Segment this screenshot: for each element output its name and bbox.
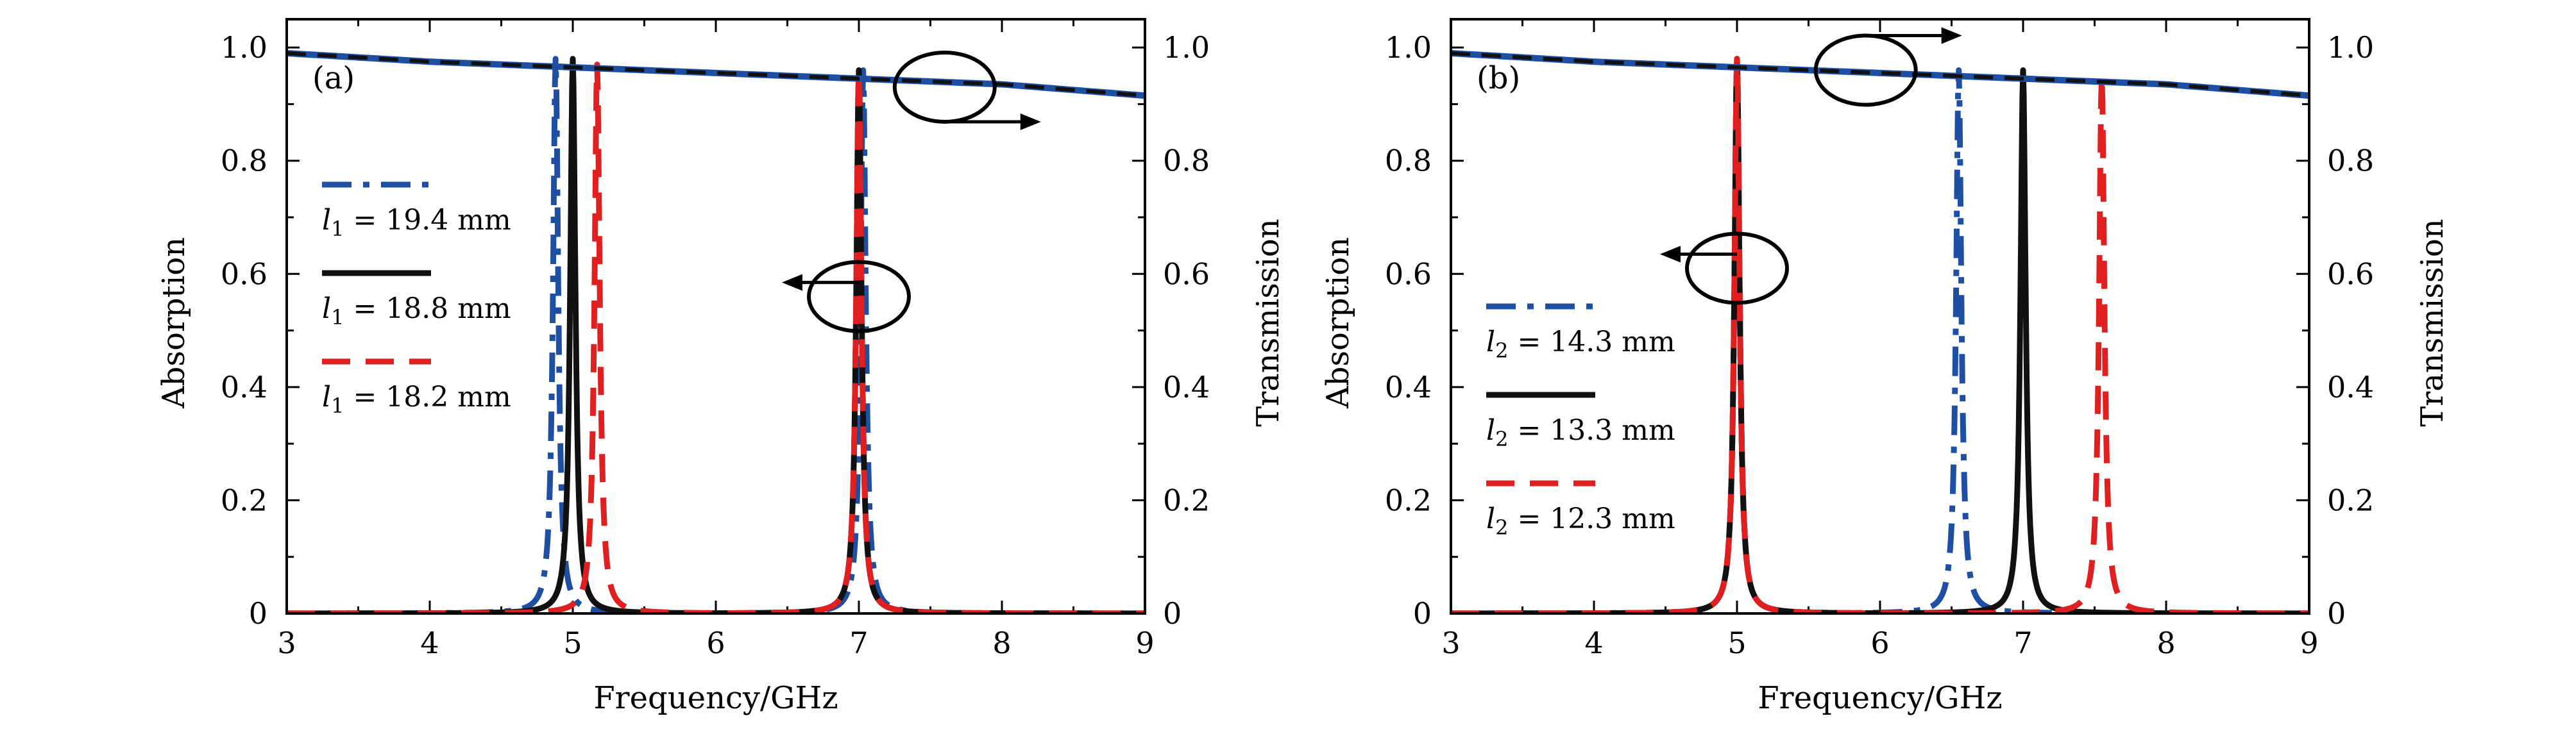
legend-var: l (1486, 414, 1495, 447)
y-axis-title-right: Transmission (1250, 219, 1286, 426)
absorption-series-3 (288, 62, 1144, 612)
panel-label: (b) (1477, 60, 1520, 96)
arrow-head-left (1660, 246, 1681, 263)
legend-label-2: l2 = 13.3 mm (1486, 414, 1675, 451)
legend-subscript: 1 (331, 305, 344, 329)
x-tick-label: 9 (2300, 626, 2318, 660)
y-tick-label: 0.4 (221, 370, 267, 404)
y-tick-label: 0.2 (221, 483, 267, 517)
y-axis-title: Absorption (156, 237, 192, 409)
legend-label-2: l1 = 18.8 mm (322, 292, 511, 329)
legend-value: = 19.4 mm (353, 204, 511, 237)
y-axis-title: Absorption (1320, 237, 1356, 409)
annotation-ellipse-2 (807, 260, 911, 333)
plot-area (1452, 50, 2308, 612)
y-tick-label: 0.8 (1385, 144, 1432, 178)
x-tick-label: 6 (1870, 626, 1889, 660)
legend-value: = 18.8 mm (353, 292, 511, 325)
y-tick-label: 0 (1413, 596, 1432, 631)
y-tick-label: 0.6 (221, 256, 267, 291)
x-tick-label: 3 (277, 626, 296, 660)
legend-label-3: l2 = 12.3 mm (1486, 503, 1675, 540)
y-tick-label: 1.0 (1385, 30, 1432, 65)
x-tick-label: 6 (706, 626, 725, 660)
y-tick-label-right: 0.8 (2327, 144, 2374, 178)
legend-subscript: 2 (1495, 338, 1508, 363)
legend-label-3: l1 = 18.2 mm (322, 381, 511, 418)
legend-var: l (1486, 503, 1495, 535)
x-tick-label: 4 (420, 626, 439, 660)
x-axis-title: Frequency/GHz (1758, 680, 2002, 716)
y-tick-label-right: 0.4 (1163, 370, 1210, 404)
y-tick-label: 0.4 (1385, 370, 1432, 404)
legend-value: = 14.3 mm (1517, 326, 1675, 358)
y-tick-label-right: 0.2 (2327, 483, 2374, 517)
legend-var: l (1486, 326, 1495, 358)
panel-a: 3 4 5 6 7 8 90 00.2 0.20.4 0.40.6 0.60.8 0.81.0 1.0F… (156, 18, 1286, 716)
y-tick-label: 0 (249, 596, 267, 631)
x-tick-label: 3 (1441, 626, 1460, 660)
absorption-series-1 (288, 56, 1144, 612)
legend-value: = 13.3 mm (1517, 414, 1675, 447)
x-tick-label: 8 (992, 626, 1011, 660)
arrow-head-right (1941, 27, 1962, 44)
x-tick-label: 8 (2157, 626, 2175, 660)
panel-b: 3 4 5 6 7 8 90 00.2 0.20.4 0.40.6 0.60.8 0.81.0 1.0F… (1320, 18, 2450, 716)
arrow-head-left (782, 274, 802, 291)
plot-area (288, 50, 1144, 612)
y-tick-label: 0.8 (221, 144, 267, 178)
y-tick-label-right: 0 (1163, 596, 1182, 631)
y-tick-label-right: 0.6 (1163, 256, 1210, 291)
transmission-series-2 (288, 51, 1144, 98)
annotation-ellipse-2 (1685, 231, 1789, 305)
transmission-series-2 (1452, 51, 2308, 98)
annotation-ellipse-1 (892, 50, 997, 124)
absorption-series-2 (288, 56, 1144, 612)
legend-label-1: l2 = 14.3 mm (1486, 326, 1675, 363)
x-axis-title: Frequency/GHz (593, 680, 838, 716)
legend-subscript: 1 (331, 394, 344, 418)
legend-label-1: l1 = 19.4 mm (322, 204, 511, 241)
y-tick-label: 0.2 (1385, 483, 1432, 517)
legend-value: = 18.2 mm (353, 381, 511, 413)
panel-label: (a) (312, 60, 355, 96)
legend-var: l (322, 204, 331, 237)
y-tick-label-right: 0 (2327, 596, 2346, 631)
legend-subscript: 2 (1495, 515, 1508, 540)
y-tick-label-right: 0.4 (2327, 370, 2374, 404)
legend-subscript: 1 (331, 217, 344, 241)
x-tick-label: 5 (1727, 626, 1746, 660)
y-tick-label-right: 0.6 (2327, 256, 2374, 291)
legend-value: = 12.3 mm (1517, 503, 1675, 535)
y-tick-label: 1.0 (221, 30, 267, 65)
y-axis-title-right: Transmission (2414, 219, 2450, 426)
annotation-ellipse-1 (1813, 33, 1918, 107)
x-tick-label: 7 (2013, 626, 2032, 660)
legend-var: l (322, 292, 331, 325)
x-tick-label: 5 (563, 626, 582, 660)
x-tick-label: 4 (1584, 626, 1603, 660)
y-tick-label-right: 0.2 (1163, 483, 1210, 517)
x-tick-label: 9 (1135, 626, 1154, 660)
legend-subscript: 2 (1495, 427, 1508, 451)
y-tick-label-right: 1.0 (1163, 30, 1210, 65)
y-tick-label: 0.6 (1385, 256, 1432, 291)
y-tick-label-right: 0.8 (1163, 144, 1210, 178)
x-tick-label: 7 (849, 626, 868, 660)
y-tick-label-right: 1.0 (2327, 30, 2374, 65)
legend-var: l (322, 381, 331, 413)
arrow-head-right (1020, 113, 1041, 130)
